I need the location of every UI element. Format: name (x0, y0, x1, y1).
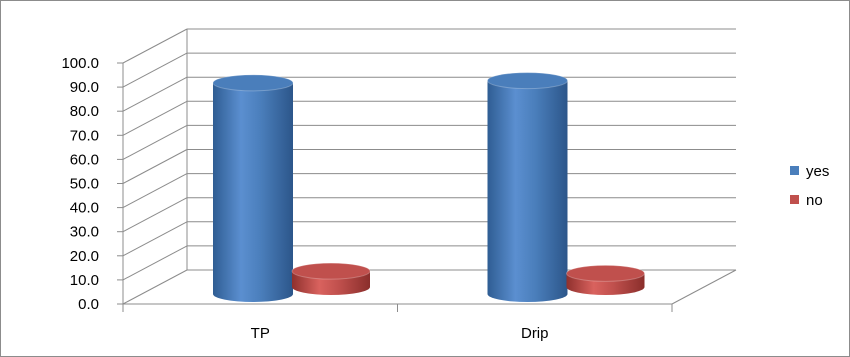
gridline-side (122, 76, 188, 112)
bar-body (213, 82, 293, 302)
gridline-side (122, 221, 188, 257)
floor-right-edge (671, 269, 737, 305)
gridline-side (122, 245, 188, 281)
bar-top (291, 262, 371, 280)
x-category-label: Drip (521, 325, 549, 342)
y-tick-label: 10.0 (70, 272, 99, 289)
bar-top (487, 72, 568, 90)
bar-yes-drip (487, 72, 568, 303)
bar-no-tp (291, 262, 371, 295)
y-tick-label: 80.0 (70, 103, 99, 120)
legend-label-yes: yes (806, 163, 829, 180)
gridline-side (122, 52, 188, 88)
x-category-label: TP (251, 325, 270, 342)
gridline-side (122, 28, 188, 64)
gridline-side (122, 100, 188, 136)
y-tick-label: 0.0 (78, 296, 99, 313)
gridline-side (122, 149, 188, 184)
bars-layer (212, 72, 645, 303)
legend-swatch-no (790, 195, 799, 204)
y-tick-label: 90.0 (70, 79, 99, 96)
y-tick-label: 40.0 (70, 200, 99, 217)
y-tick-label: 100.0 (61, 55, 99, 72)
gridline-side (122, 173, 188, 209)
axes-layer (117, 28, 737, 312)
gridline-side (122, 124, 188, 160)
labels-layer: 0.0 10.0 20.0 30.0 40.0 50.0 60.0 70.0 80.0 90.0 1… (61, 55, 548, 342)
gridline-side (122, 269, 188, 305)
bar-top (212, 74, 294, 92)
legend: yes no (790, 163, 829, 209)
y-tick-label: 30.0 (70, 224, 99, 241)
bar-no-drip (566, 264, 645, 295)
y-tick-label: 20.0 (70, 248, 99, 265)
y-tick-label: 60.0 (70, 151, 99, 168)
bar-yes-tp (212, 74, 294, 302)
bar-top (566, 264, 645, 282)
bar-body (487, 80, 568, 303)
gridline-side (122, 197, 188, 233)
legend-label-no: no (806, 192, 823, 209)
legend-swatch-yes (790, 166, 799, 175)
y-tick-label: 70.0 (70, 127, 99, 144)
y-tick-label: 50.0 (70, 176, 99, 193)
